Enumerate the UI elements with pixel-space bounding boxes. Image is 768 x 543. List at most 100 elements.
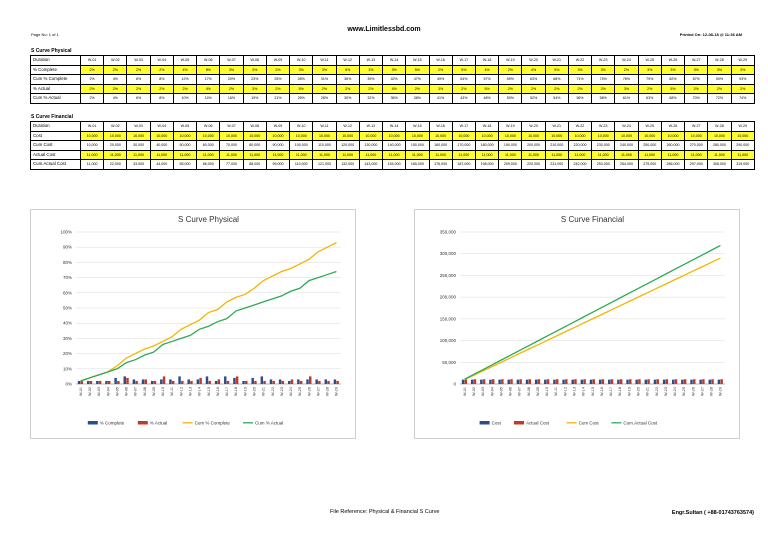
bar — [528, 379, 532, 384]
row-label: Cum % Complete — [30, 74, 81, 85]
table-cell: 3% — [684, 64, 709, 75]
table-cell: 68% — [660, 93, 686, 104]
table-cell: W-26 — [660, 55, 686, 66]
table-cell: 2% — [335, 83, 360, 94]
series-line — [80, 242, 337, 382]
table-cell: 2% — [265, 83, 291, 94]
table-cell: W-03 — [126, 55, 151, 66]
bar — [681, 379, 684, 384]
bar — [501, 379, 504, 384]
table-cell: W-26 — [660, 121, 686, 132]
bar — [96, 380, 99, 384]
table-cell: 240,000 — [614, 140, 639, 151]
table-cell: 11,000 — [358, 149, 384, 160]
table-cell: 2% — [730, 83, 756, 94]
x-tick-label: W-10 — [545, 387, 549, 396]
x-tick-label: W-29 — [335, 387, 339, 396]
bar — [592, 379, 595, 384]
x-tick-label: W-22 — [655, 387, 659, 396]
table-row: % Complete 2% 2% 2% 2% 4% 5% 3% 3% 2% 3% 3% 5% 3% 3% 5%… — [30, 64, 756, 75]
table-cell: 4% — [521, 64, 546, 75]
legend-swatch — [514, 421, 524, 425]
bar — [629, 379, 632, 384]
table-cell: 10,000 — [335, 130, 360, 141]
table-cell: 20,000 — [103, 140, 128, 151]
bar — [123, 376, 126, 384]
table-cell: W-09 — [265, 55, 291, 66]
x-tick-label: W-16 — [600, 387, 604, 396]
row-label: Cost — [30, 130, 81, 141]
table-cell: 60,000 — [196, 140, 221, 151]
table-row: % Actual 2% 2% 2% 2% 2% 4% 2% 3% 2% 5% 2% 2% 2% 4% 2% 3%… — [30, 83, 756, 94]
table-cell: 71% — [567, 74, 593, 85]
table-cell: 11,000 — [637, 149, 662, 160]
table-cell: W-07 — [219, 121, 244, 132]
table-row: Duration W-01 W-02 W-03 W-04 W-05 W-06 W-07 W-08… — [30, 55, 756, 66]
bar — [544, 379, 547, 384]
y-tick-label: 100% — [60, 230, 72, 235]
table-cell: 4% — [172, 64, 198, 75]
legend-label: % Actual — [150, 421, 168, 426]
table-cell: W-19 — [498, 121, 523, 132]
bar — [318, 380, 321, 384]
table-cell: 79% — [637, 74, 662, 85]
table-cell: 6% — [126, 74, 151, 85]
bar — [263, 380, 266, 384]
table-cell: W-21 — [544, 55, 569, 66]
table-cell: 49% — [428, 74, 453, 85]
table-cell: 242,000 — [567, 159, 593, 170]
bar — [135, 380, 138, 384]
table-cell: 110,000 — [312, 140, 337, 151]
bar — [461, 379, 465, 384]
table-cell: 11,000 — [103, 149, 128, 160]
bar — [672, 379, 675, 384]
table-cell: 87% — [684, 74, 709, 85]
table-cell: 90,000 — [265, 140, 291, 151]
x-tick-label: W-12 — [563, 387, 567, 396]
table-cell: 4% — [474, 64, 500, 75]
x-tick-label: W-13 — [573, 387, 577, 396]
row-label: Duration — [30, 55, 81, 66]
bar — [336, 380, 339, 384]
y-tick-label: 90% — [63, 245, 72, 250]
x-tick-label: W-24 — [289, 387, 293, 396]
y-tick-label: 40% — [63, 321, 72, 326]
table-cell: 3% — [382, 64, 407, 75]
legend-label: Cum Cost — [579, 421, 600, 426]
y-tick-label: 50,000 — [442, 360, 456, 365]
table-cell: 11,000 — [382, 149, 407, 160]
table-cell: 3% — [614, 83, 639, 94]
site-name: www.Limitlessbd.com — [347, 26, 421, 33]
table-cell: 10,000 — [451, 130, 476, 141]
table-cell: 90% — [707, 74, 732, 85]
table-cell: 2% — [498, 64, 523, 75]
legend-swatch — [87, 421, 98, 425]
bar — [473, 379, 477, 384]
bar — [217, 379, 221, 384]
y-tick-label: 0% — [65, 382, 72, 387]
bar — [464, 379, 468, 384]
table-cell: 11,000 — [126, 149, 151, 160]
table-cell: 28% — [312, 93, 337, 104]
table-cell: 10,000 — [428, 130, 453, 141]
physical-chart-svg: S Curve Physical 0% 10% 20% 30% 40% 50% 60% 70% 8… — [60, 215, 341, 426]
table-cell: 10,000 — [219, 130, 244, 141]
x-tick-label: W-03 — [97, 387, 101, 396]
table-cell: 3% — [358, 64, 384, 75]
table-cell: 38% — [405, 93, 430, 104]
table-cell: 54% — [451, 74, 476, 85]
x-tick-label: W-12 — [179, 387, 183, 396]
table-cell: 2% — [591, 83, 616, 94]
bar — [107, 380, 111, 384]
legend-label: Cum.Actual Cost — [623, 421, 658, 426]
table-cell: 10,000 — [196, 130, 221, 141]
bar — [489, 379, 492, 384]
bar — [272, 380, 275, 384]
table-cell: 10,000 — [358, 130, 384, 141]
table-cell: 23% — [242, 74, 267, 85]
x-tick-label: W-09 — [152, 387, 156, 396]
table-cell: W-01 — [79, 121, 105, 132]
table-cell: 11,000 — [591, 149, 616, 160]
table-cell: 14% — [196, 93, 221, 104]
table-row: Cum % Complete 2% 4% 6% 8% 12% 17% 20% 23% 25% 28%… — [30, 74, 756, 85]
